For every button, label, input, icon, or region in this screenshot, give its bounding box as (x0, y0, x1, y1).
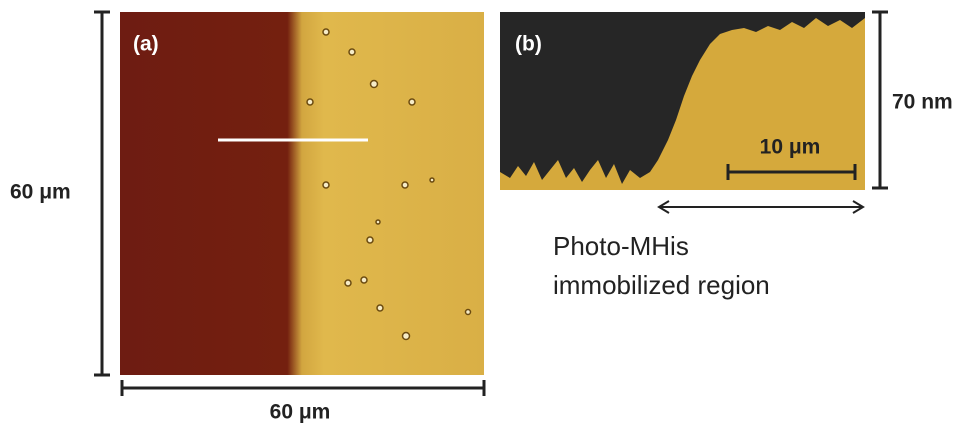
annotation-line: immobilized region (553, 270, 770, 300)
panel-b: (b) 10 μm 70 nm Photo-MHis immobilized r… (500, 12, 953, 300)
width-scale-label: 60 μm (270, 401, 331, 424)
figure: (a) 60 μm 60 μm (b) 10 μm 70 nm Photo-MH… (0, 0, 973, 426)
height-scale-bar (94, 12, 110, 375)
panel-label: (a) (133, 33, 159, 56)
width-scale-bar (122, 380, 484, 396)
afm-image (120, 12, 484, 375)
annotation-line: Photo-MHis (553, 231, 689, 261)
panel-a: (a) 60 μm 60 μm (10, 12, 484, 424)
height-scale-bar (872, 12, 888, 188)
length-scale-label: 10 μm (760, 136, 821, 159)
panel-label: (b) (515, 33, 542, 56)
height-scale-label: 70 nm (892, 91, 953, 114)
height-scale-label: 60 μm (10, 181, 71, 204)
region-arrow (659, 201, 863, 213)
